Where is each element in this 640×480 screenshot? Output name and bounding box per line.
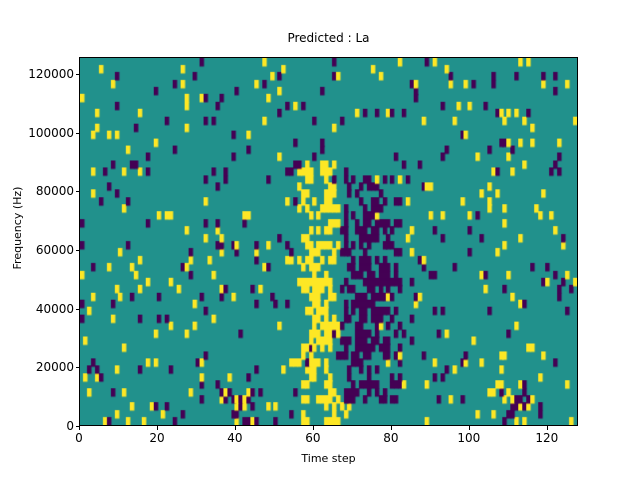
x-tick-label: 80 [383, 431, 399, 445]
y-tick-mark [75, 191, 79, 193]
y-tick-mark [75, 132, 79, 134]
y-tick-mark [75, 367, 79, 369]
y-tick-mark [75, 426, 79, 427]
y-tick-label: 40000 [35, 301, 74, 316]
heatmap-axes [79, 57, 578, 426]
chart-title: Predicted : La [287, 31, 370, 45]
x-tick-mark [79, 426, 80, 430]
y-tick-mark [75, 250, 79, 251]
y-tick-label: 60000 [35, 243, 74, 257]
x-tick-mark [157, 426, 158, 430]
y-tick-mark [75, 308, 79, 310]
x-tick-label: 120 [535, 431, 559, 445]
x-tick-mark [468, 426, 470, 430]
heatmap-canvas [80, 58, 577, 425]
y-tick-label: 120000 [28, 67, 74, 81]
y-tick-label: 20000 [35, 360, 74, 375]
x-tick-label: 40 [227, 431, 243, 445]
y-tick-label: 80000 [35, 184, 74, 199]
x-tick-mark [234, 426, 236, 430]
x-tick-label: 0 [75, 431, 83, 445]
x-tick-label: 20 [149, 431, 165, 445]
y-axis-label: Frequency (Hz) [11, 186, 24, 270]
y-tick-label: 100000 [28, 125, 74, 140]
y-tick-mark [75, 74, 79, 75]
x-tick-mark [312, 426, 314, 430]
y-tick-label: 0 [66, 419, 74, 433]
x-tick-label: 60 [305, 431, 321, 445]
x-tick-mark [390, 426, 392, 430]
x-axis-label: Time step [301, 452, 356, 465]
x-tick-mark [546, 426, 548, 430]
x-tick-label: 100 [457, 431, 481, 445]
